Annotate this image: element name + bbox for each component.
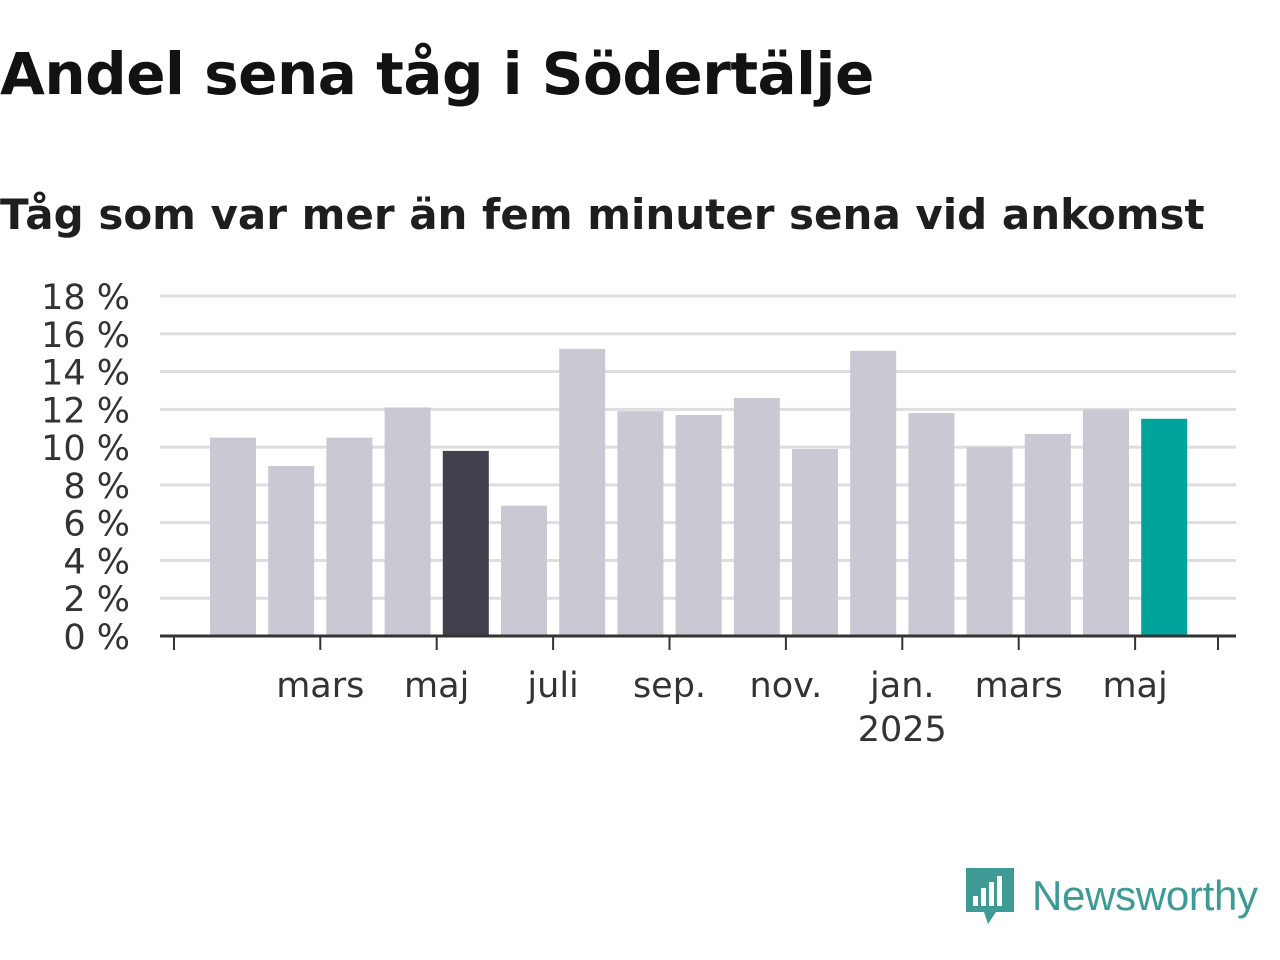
bar xyxy=(326,437,373,636)
bar xyxy=(384,407,431,636)
x-tick-label: juli xyxy=(526,666,578,706)
bar xyxy=(850,350,897,636)
chart-subtitle: Tåg som var mer än fem minuter sena vid … xyxy=(0,190,1205,239)
x-tick-label: sep. xyxy=(633,666,706,706)
y-tick-label: 0 % xyxy=(63,618,130,658)
y-tick-label: 14 % xyxy=(41,354,130,394)
bar xyxy=(442,450,489,636)
x-tick-label: mars xyxy=(276,666,364,706)
bar xyxy=(792,449,838,636)
x-tick-label: jan. xyxy=(869,666,934,706)
bar xyxy=(1083,409,1129,636)
brand-name: Newsworthy xyxy=(1032,872,1258,919)
y-tick-label: 16 % xyxy=(41,316,130,356)
bar xyxy=(966,447,1013,636)
bar xyxy=(210,437,256,636)
bar xyxy=(501,505,547,636)
y-tick-label: 10 % xyxy=(41,429,130,469)
bar xyxy=(1141,418,1188,636)
bar xyxy=(675,415,722,636)
bar xyxy=(268,466,315,636)
bar xyxy=(908,413,955,636)
bar xyxy=(559,348,606,636)
brand-logo: Newsworthy xyxy=(964,866,1258,926)
y-tick-label: 4 % xyxy=(63,542,130,582)
bar xyxy=(617,411,664,636)
chart-title: Andel sena tåg i Södertälje xyxy=(0,40,874,108)
x-tick-label: nov. xyxy=(750,666,823,706)
bar-chart: 0 %2 %4 %6 %8 %10 %12 %14 %16 %18 %mars m… xyxy=(41,278,1236,750)
x-tick-label: maj xyxy=(404,666,469,706)
x-tick-label: mars xyxy=(975,666,1063,706)
y-tick-label: 12 % xyxy=(41,391,130,431)
newsworthy-logo-icon xyxy=(966,868,1014,924)
y-tick-label: 18 % xyxy=(41,278,130,318)
y-tick-label: 2 % xyxy=(63,580,130,620)
x-tick-year-label: 2025 xyxy=(858,710,947,750)
bar xyxy=(1024,433,1071,636)
y-tick-label: 8 % xyxy=(63,467,130,507)
bar xyxy=(733,398,780,636)
y-tick-label: 6 % xyxy=(63,505,130,545)
x-tick-label: maj xyxy=(1102,666,1167,706)
